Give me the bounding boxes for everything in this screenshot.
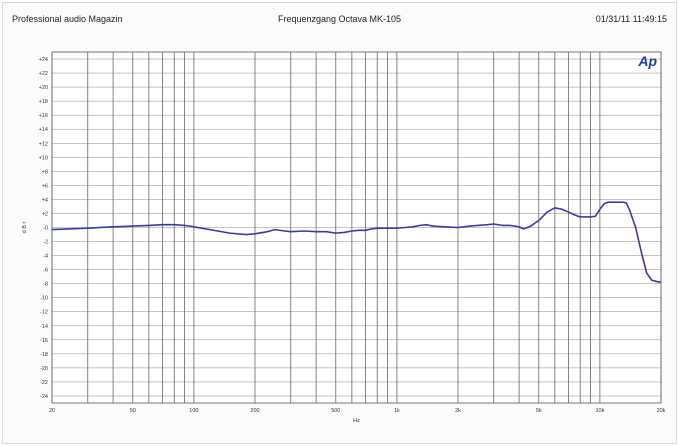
y-tick-label: +6 [42,183,48,189]
y-tick-label: +12 [39,141,48,147]
y-tick-label: -16 [40,338,48,344]
grid-lines [51,52,662,403]
y-tick-label: -24 [40,394,48,400]
y-tick-label: +20 [39,85,48,91]
y-tick-label: -8 [43,282,48,288]
x-tick-label: 100 [189,408,198,414]
header-left-text: Professional audio Magazin [12,14,123,24]
y-tick-label: -0 [43,226,48,232]
y-tick-label: -6 [43,268,48,274]
y-tick-label: +22 [39,71,48,77]
y-axis-label: d B r [22,222,28,234]
x-axis-label: Hz [353,418,360,424]
y-tick-label: -22 [40,380,48,386]
y-tick-label: -2 [43,240,48,246]
y-tick-label: -20 [40,366,48,372]
x-tick-label: 50 [130,408,136,414]
y-tick-label: +18 [39,99,48,105]
y-tick-label: -10 [40,296,48,302]
chart-title: Frequenzgang Octava MK-105 [277,14,402,24]
y-tick-label: +14 [39,127,48,133]
x-tick-label: 1k [394,408,400,414]
timestamp: 01/31/11 11:49:15 [595,14,667,24]
x-tick-label: 500 [331,408,340,414]
y-tick-label: +10 [39,155,48,161]
y-tick-label: +24 [39,57,48,63]
ap-logo: Ap [637,53,657,69]
x-tick-label: 200 [250,408,259,414]
x-tick-label: 20k [657,408,666,414]
x-tick-label: 10k [595,408,604,414]
series-line [51,201,662,284]
y-tick-label: +16 [39,113,48,119]
y-tick-labels: +24 +22 +20 +18 +16 +14 +12 +10 +8 +6 +4 +2 -0 -2 -4 -6… [39,57,48,400]
y-tick-label: -12 [40,310,48,316]
x-tick-label: 2k [455,408,461,414]
series-group [51,201,662,284]
y-tick-label: -18 [40,352,48,358]
x-tick-label: 20 [49,408,55,414]
x-tick-label: 5k [536,408,542,414]
x-tick-labels: 20 50 100 200 500 1k 2k 5k 10k 20k [49,408,666,414]
y-tick-label: -4 [43,254,48,260]
y-tick-label: +8 [42,169,48,175]
y-tick-label: +2 [42,211,48,217]
y-tick-label: -14 [40,324,48,330]
y-tick-label: +4 [42,197,48,203]
